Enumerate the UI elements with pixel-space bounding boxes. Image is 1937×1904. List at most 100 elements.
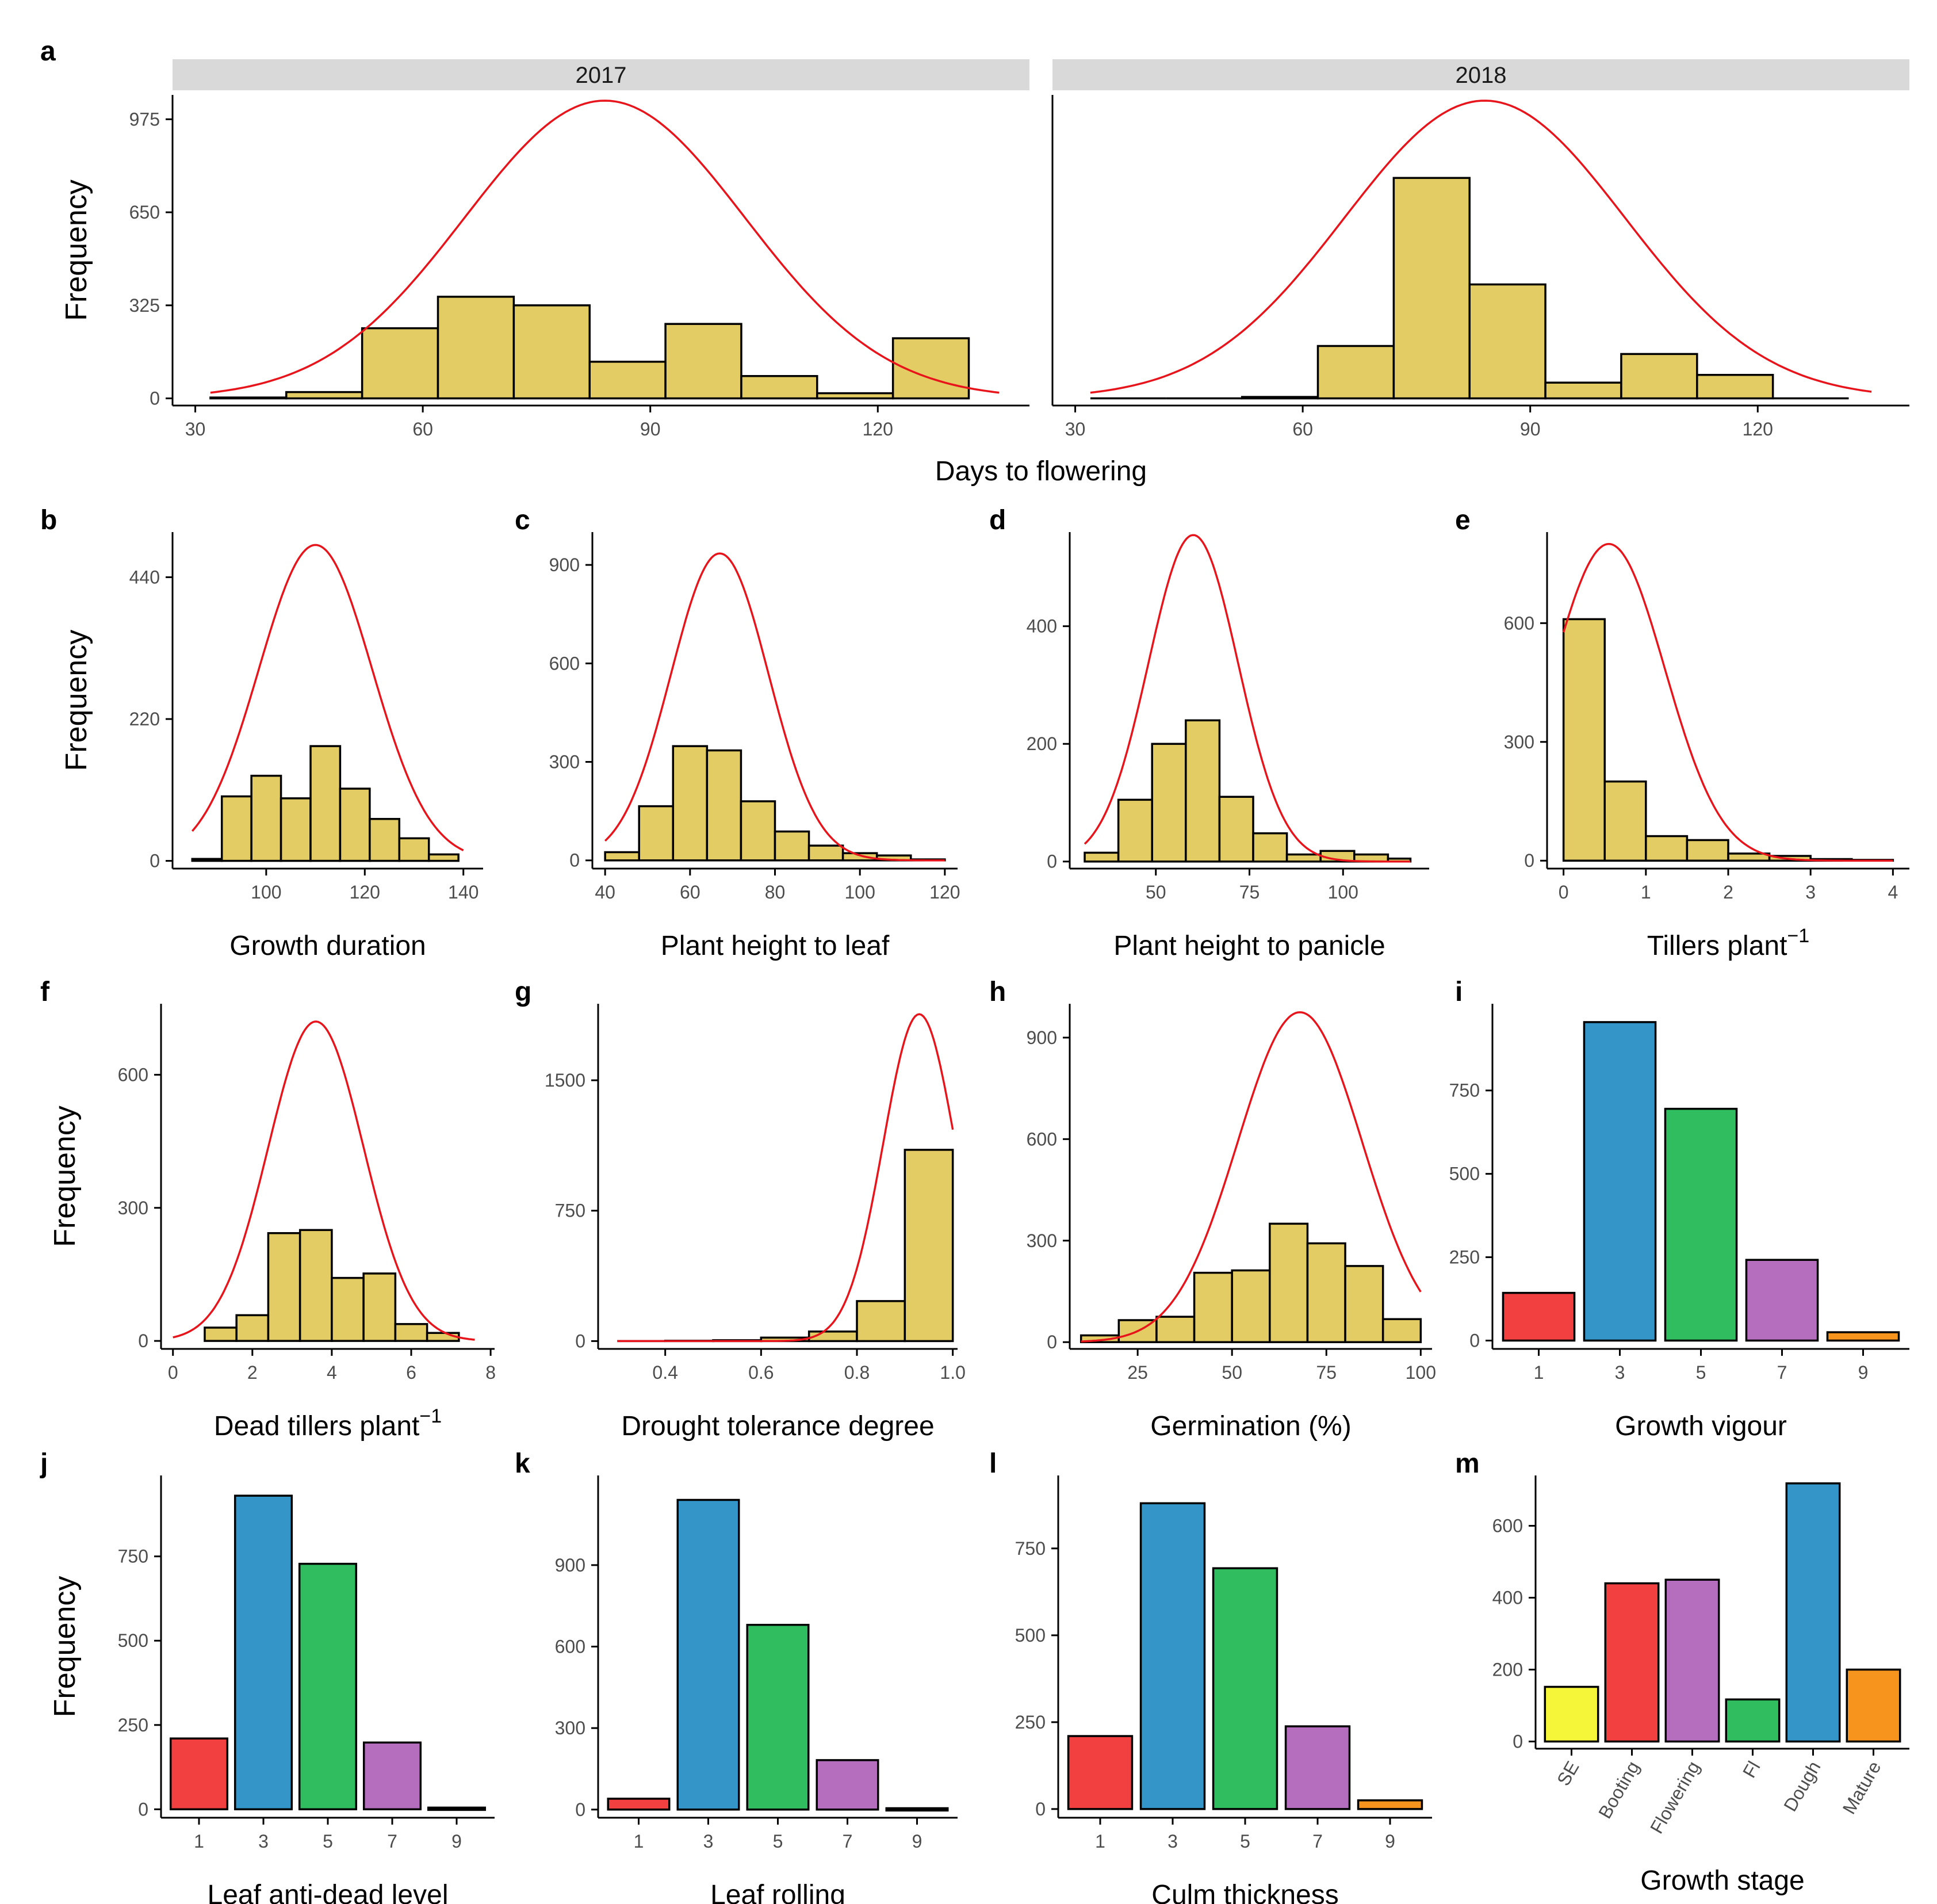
facet-strip-label: 2017 xyxy=(576,63,627,88)
x-axis-label-sup: −1 xyxy=(1787,925,1809,947)
y-tick-label: 0 xyxy=(1035,1799,1046,1819)
hist-bar xyxy=(398,837,430,862)
x-tick-label: 1 xyxy=(1534,1362,1544,1383)
x-tick-label: 7 xyxy=(387,1831,397,1852)
hist-bar xyxy=(209,396,288,400)
panel-f: f 0 2 4 6 8 0 300 600 Dead tillers plant−1 Frequen… xyxy=(40,977,496,1442)
facet-strip-label: 2018 xyxy=(1456,63,1507,88)
y-tick-label: 500 xyxy=(118,1630,148,1651)
x-tick-label: 140 xyxy=(448,882,478,903)
hist-bar xyxy=(1193,1271,1233,1343)
panel-c: c 40 60 80 100 120 0 300 600 900 Plant height to l… xyxy=(515,505,960,961)
y-tick-label: 0 xyxy=(1524,850,1534,871)
y-tick-label: 250 xyxy=(118,1715,148,1735)
x-tick-label: 1 xyxy=(634,1831,644,1852)
x-axis-label-text: Days to flowering xyxy=(935,456,1147,487)
x-axis-label-text: Leaf rolling xyxy=(710,1880,845,1904)
bar-Dough xyxy=(1785,1482,1841,1743)
x-tick-label: 5 xyxy=(1696,1362,1706,1383)
x-axis-label: Tillers plant−1 xyxy=(1647,925,1809,961)
normal-curve xyxy=(1090,100,1872,394)
hist-bar xyxy=(638,805,675,862)
x-axis-label-text: Culm thickness xyxy=(1151,1880,1338,1904)
y-tick-label: 200 xyxy=(1027,733,1057,754)
y-axis-label: Frequency xyxy=(48,1106,82,1247)
y-tick-label: 600 xyxy=(1027,1129,1057,1149)
x-tick-label: 0.8 xyxy=(844,1362,870,1383)
panel-label: l xyxy=(989,1448,997,1479)
x-tick-label: Fl xyxy=(1739,1758,1764,1781)
x-axis-label: Growth duration xyxy=(229,931,426,961)
hist-bar xyxy=(280,797,312,862)
x-tick-label: 100 xyxy=(844,882,875,903)
x-tick-label: 2 xyxy=(247,1362,258,1383)
x-tick-label: 3 xyxy=(1805,882,1816,903)
x-axis-label: Culm thickness xyxy=(1151,1880,1338,1904)
x-tick-label: 120 xyxy=(1743,419,1773,439)
hist-bar xyxy=(362,1272,397,1342)
hist-bar xyxy=(1241,396,1319,400)
x-tick-label: 75 xyxy=(1239,882,1260,903)
bar-5 xyxy=(1212,1567,1278,1810)
x-axis-label-text: Growth stage xyxy=(1640,1865,1804,1896)
x-tick-label: 4 xyxy=(1888,882,1898,903)
y-tick-label: 0 xyxy=(575,1799,585,1820)
x-tick-label: 90 xyxy=(640,419,661,439)
bar-3 xyxy=(676,1498,740,1811)
y-tick-label: 975 xyxy=(129,109,160,129)
x-tick-label: 7 xyxy=(1312,1831,1323,1852)
bar-7 xyxy=(1745,1259,1819,1342)
x-tick-label: Booting xyxy=(1594,1758,1643,1822)
x-tick-label: 1 xyxy=(1641,882,1651,903)
hist-bar xyxy=(1185,719,1221,863)
x-tick-label: 50 xyxy=(1146,882,1166,903)
y-tick-label: 0 xyxy=(569,850,580,871)
bar-1 xyxy=(1067,1735,1134,1810)
hist-bar xyxy=(1603,780,1647,862)
x-tick-label: 9 xyxy=(1385,1831,1395,1852)
hist-bar xyxy=(1252,832,1288,863)
y-tick-label: 600 xyxy=(1492,1516,1523,1536)
x-tick-label: 3 xyxy=(258,1831,269,1852)
x-tick-label: 30 xyxy=(185,419,206,439)
panel-j: j 1 3 5 7 9 0 250 500 750 Leaf anti-dead level Freq… xyxy=(40,1448,495,1904)
y-tick-label: 0 xyxy=(138,1330,148,1351)
x-tick-label: 50 xyxy=(1222,1362,1242,1383)
panel-l: l 1 3 5 7 9 0 250 500 750 Culm thickness xyxy=(989,1448,1432,1904)
hist-bar xyxy=(267,1232,301,1342)
y-tick-label: 400 xyxy=(1492,1588,1523,1608)
x-axis-label-text: Dead tillers plant xyxy=(214,1411,420,1442)
bar-SE xyxy=(1544,1685,1599,1743)
normal-curve xyxy=(1562,542,1893,862)
x-axis-label-text: Plant height to panicle xyxy=(1113,931,1385,961)
hist-bar xyxy=(706,749,742,862)
y-tick-label: 600 xyxy=(549,653,580,674)
y-tick-label: 500 xyxy=(1449,1164,1480,1184)
normal-curve xyxy=(1081,1011,1422,1343)
bar-Flowering xyxy=(1664,1578,1720,1743)
panel-i: i 1 3 5 7 9 0 250 500 750 Growth vigour xyxy=(1449,977,1909,1442)
panel-label: k xyxy=(515,1448,530,1479)
y-tick-label: 200 xyxy=(1492,1660,1523,1680)
y-tick-label: 300 xyxy=(1027,1230,1057,1251)
x-tick-label: 6 xyxy=(406,1362,416,1383)
x-axis-label: Plant height to leaf xyxy=(661,931,890,961)
hist-bar xyxy=(740,374,818,400)
x-tick-label: 5 xyxy=(1240,1831,1250,1852)
bar-7 xyxy=(816,1759,879,1811)
hist-bar xyxy=(1285,853,1322,863)
normal-curve xyxy=(617,1013,954,1343)
bar-5 xyxy=(1664,1107,1738,1342)
panel-label: a xyxy=(40,36,56,67)
x-axis-label: Dead tillers plant−1 xyxy=(214,1405,442,1442)
x-tick-label: 80 xyxy=(765,882,786,903)
x-tick-label: 2 xyxy=(1723,882,1733,903)
x-tick-label: 3 xyxy=(1167,1831,1178,1852)
y-tick-label: 900 xyxy=(549,555,580,575)
bar-5 xyxy=(746,1623,810,1811)
y-tick-label: 750 xyxy=(1015,1538,1046,1559)
hist-bar xyxy=(841,852,878,862)
y-tick-label: 300 xyxy=(118,1198,148,1218)
panel-e: e 0 1 2 3 4 0 300 600 Tillers plant−1 xyxy=(1455,505,1909,961)
